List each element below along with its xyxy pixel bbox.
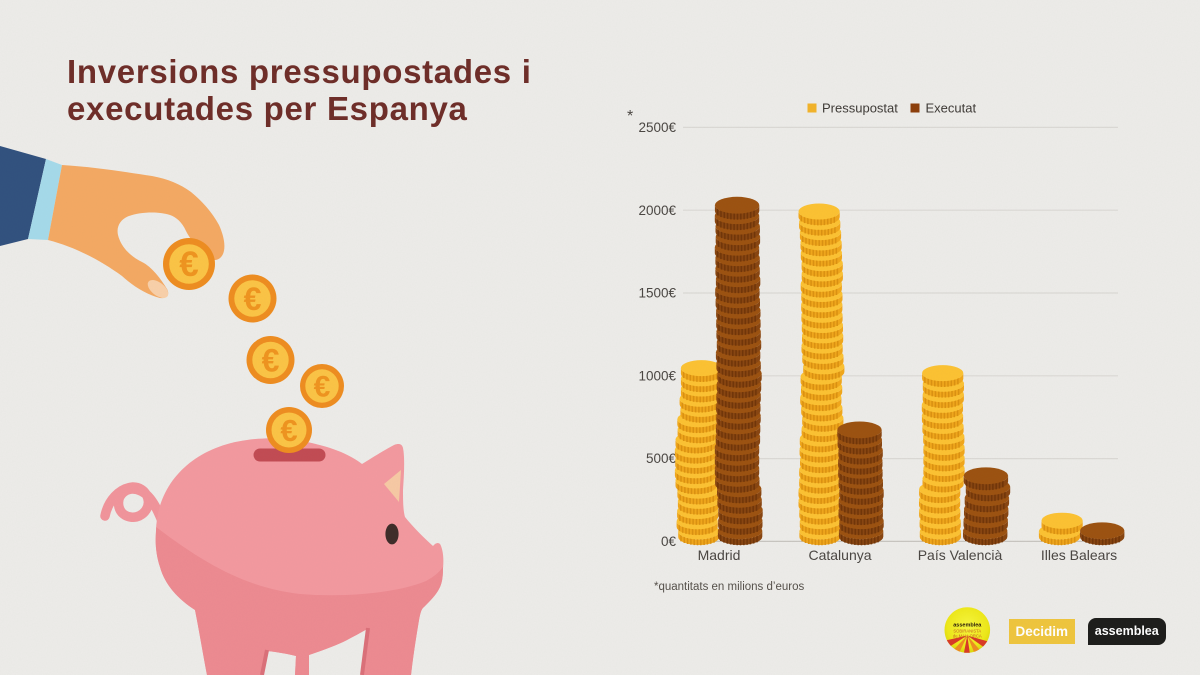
svg-text:Illes Balears: Illes Balears xyxy=(1041,547,1117,563)
svg-text:de MALLORCA: de MALLORCA xyxy=(953,634,982,639)
svg-text:€: € xyxy=(179,245,198,284)
svg-text:*quantitats en milions d’euros: *quantitats en milions d’euros xyxy=(654,581,804,593)
svg-text:*: * xyxy=(627,108,633,125)
svg-text:€: € xyxy=(262,342,280,378)
svg-text:2500€: 2500€ xyxy=(638,120,676,135)
svg-text:1500€: 1500€ xyxy=(638,286,676,301)
svg-text:1000€: 1000€ xyxy=(638,368,676,383)
svg-text:0€: 0€ xyxy=(661,534,677,549)
svg-text:2000€: 2000€ xyxy=(638,203,676,218)
svg-text:Catalunya: Catalunya xyxy=(808,547,871,563)
svg-text:País Valencià: País Valencià xyxy=(918,547,1003,563)
svg-text:€: € xyxy=(280,413,297,448)
svg-text:Executat: Executat xyxy=(926,101,977,116)
svg-text:Pressupostat: Pressupostat xyxy=(822,101,898,116)
svg-text:€: € xyxy=(244,281,262,317)
svg-text:€: € xyxy=(314,370,331,403)
svg-text:Madrid: Madrid xyxy=(698,547,741,563)
svg-text:500€: 500€ xyxy=(646,451,677,466)
